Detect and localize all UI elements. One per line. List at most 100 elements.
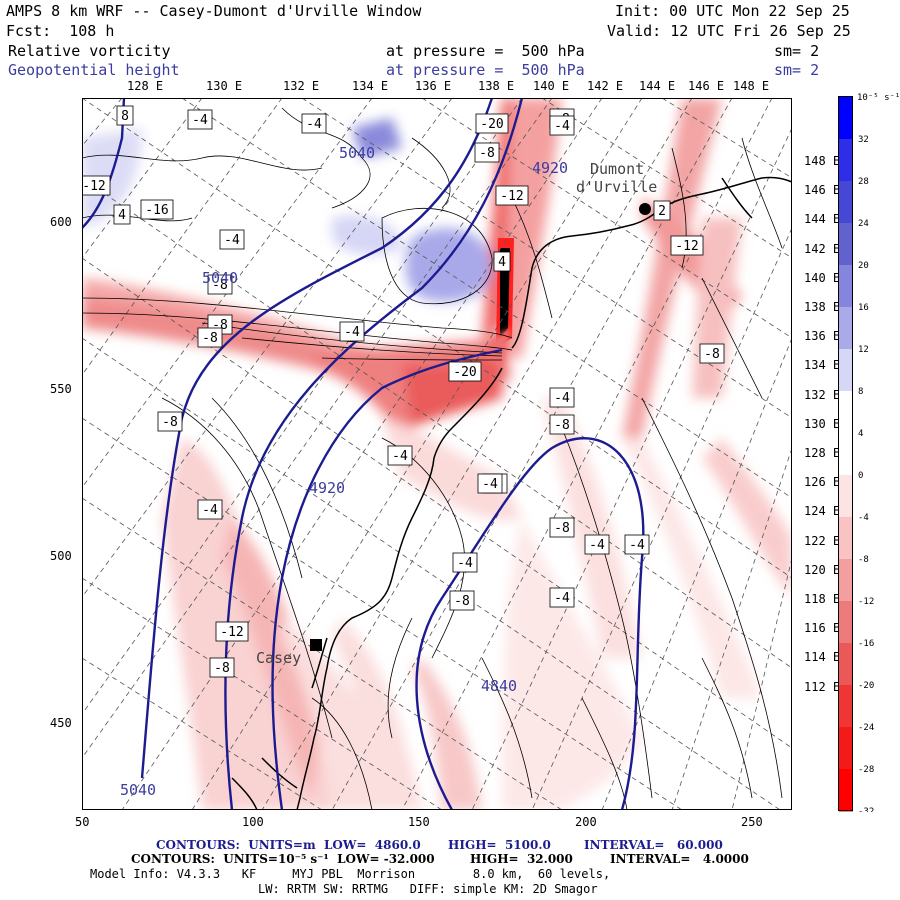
vorticity-label: 4 (113, 204, 131, 225)
right-edge-label: 144 E (804, 212, 841, 227)
right-edge-label: 116 E (804, 621, 841, 636)
svg-text:-8: -8 (704, 347, 720, 362)
colorbar-swatch (839, 517, 853, 560)
colorbar-swatch (839, 685, 853, 728)
vorticity-label: -12 (215, 621, 249, 642)
colorbar-swatch (839, 727, 853, 770)
height-label: 5040 (339, 144, 375, 162)
colorbar-label: -20 (858, 681, 874, 691)
vorticity-label: -4 (301, 113, 327, 134)
footer-physics: LW: RRTM SW: RRTMG DIFF: simple KM: 2D S… (258, 882, 598, 896)
field1-name: Relative vorticity (8, 42, 171, 60)
x-tick: 100 (242, 815, 264, 829)
svg-text:-4: -4 (344, 325, 360, 340)
svg-text:8: 8 (121, 109, 129, 124)
right-edge-label: 118 E (804, 592, 841, 606)
svg-text:-8: -8 (202, 331, 218, 346)
lon-label: 144 E (639, 79, 676, 93)
svg-text:-4: -4 (554, 391, 570, 406)
vorticity-label: -4 (387, 445, 413, 466)
svg-text:-16: -16 (145, 203, 168, 218)
footer-vort-contours: CONTOURS: UNITS=10⁻⁵ s⁻¹ LOW= -32.000 (131, 852, 435, 866)
right-edge-label: 142 E (804, 241, 841, 256)
lon-label: 138 E (478, 79, 515, 93)
colorbar-swatch (839, 475, 853, 518)
right-edge-label: 122 E (804, 533, 841, 548)
svg-text:-8: -8 (554, 418, 570, 433)
station-label-line2: d'Urville (576, 178, 657, 196)
x-tick: 50 (75, 815, 90, 829)
right-edge-label: 140 E (804, 270, 841, 285)
x-tick: 150 (408, 815, 430, 829)
lon-label: 128 E (127, 79, 164, 93)
svg-text:-4: -4 (589, 538, 605, 553)
vorticity-label: 2 (653, 200, 671, 221)
colorbar-swatch (839, 349, 853, 392)
station-dumont[interactable]: Dumont d'Urville (576, 160, 657, 215)
right-edge-label: 128 E (804, 446, 841, 460)
colorbar-unit: 10⁻⁵ s⁻¹ (857, 93, 900, 103)
svg-text:-12: -12 (675, 239, 698, 254)
vorticity-label: -4 (477, 473, 503, 494)
vorticity-label: -8 (699, 343, 725, 364)
lon-label: 130 E (206, 79, 243, 93)
svg-text:-8: -8 (479, 146, 495, 161)
right-edge-label: 146 E (804, 183, 841, 198)
plot-title: AMPS 8 km WRF -- Casey-Dumont d'Urville … (6, 2, 422, 20)
colorbar-label: -24 (858, 723, 874, 733)
right-edge-label: 126 E (804, 475, 841, 490)
vorticity-label: -8 (207, 274, 233, 295)
lon-label: 134 E (352, 79, 389, 93)
colorbar-label: 28 (858, 177, 869, 187)
svg-text:-4: -4 (392, 449, 408, 464)
svg-text:-8: -8 (212, 278, 228, 293)
colorbar-label: 4 (858, 429, 863, 439)
svg-text:-4: -4 (629, 538, 645, 553)
station-label: Casey (256, 649, 301, 667)
svg-text:4: 4 (498, 255, 506, 270)
svg-text:-4: -4 (482, 477, 498, 492)
right-edge-label: 132 E (804, 387, 841, 402)
footer-height-high: HIGH= 5100.0 (448, 838, 551, 852)
vorticity-labels: 8 -4 -4 -8 -12 -16 -20 -4 -8 -12 4 -4 -8 2 -8 4 -4 -12 -8 -… (82, 105, 725, 678)
vorticity-label: -4 (452, 552, 478, 573)
lon-label: 132 E (283, 79, 320, 93)
svg-text:-8: -8 (214, 661, 230, 676)
footer-vort-interval: INTERVAL= 4.0000 (610, 852, 749, 866)
right-edge-label: 120 E (804, 562, 841, 577)
lon-label: 146 E (688, 79, 725, 93)
svg-text:4: 4 (118, 208, 126, 223)
colorbar-label: 20 (858, 261, 869, 271)
y-tick: 550 (50, 382, 72, 396)
vorticity-label: -8 (549, 414, 575, 435)
y-tick: 500 (50, 549, 72, 563)
valid-time: Valid: 12 UTC Fri 26 Sep 25 (607, 22, 851, 40)
vorticity-label: -12 (670, 235, 704, 256)
height-label: 5040 (202, 269, 238, 287)
colorbar-label: -8 (858, 555, 869, 565)
colorbar-label: -4 (858, 513, 869, 523)
right-edge-label: 138 E (804, 300, 841, 314)
field2-level: at pressure = 500 hPa (386, 61, 585, 79)
right-edge-label: 136 E (804, 329, 841, 344)
init-time: Init: 00 UTC Mon 22 Sep 25 (615, 2, 850, 20)
colorbar-label: -32 (858, 807, 874, 812)
colorbar-label: -12 (858, 597, 874, 607)
field2-smoothing: sm= 2 (774, 61, 820, 79)
vorticity-label: -4 (624, 534, 650, 555)
y-tick: 600 (50, 215, 72, 229)
right-edge-label: 130 E (804, 416, 841, 431)
station-casey[interactable]: Casey (256, 639, 322, 667)
y-tick: 450 (50, 716, 72, 730)
lon-label: 142 E (587, 79, 624, 93)
footer-model-info: Model Info: V4.3.3 KF MYJ PBL Morrison 8… (90, 867, 611, 881)
station-label: Dumont (590, 160, 644, 178)
station-marker (310, 639, 322, 651)
height-labels: 5040 5040 4920 4920 4840 5040 (120, 144, 568, 799)
svg-text:-8: -8 (162, 415, 178, 430)
forecast-hour: Fcst: 108 h (6, 22, 115, 40)
colorbar-label: 12 (858, 345, 869, 355)
vorticity-label: -4 (197, 499, 223, 520)
x-tick: 200 (575, 815, 597, 829)
footer-vort-high: HIGH= 32.000 (470, 852, 573, 866)
